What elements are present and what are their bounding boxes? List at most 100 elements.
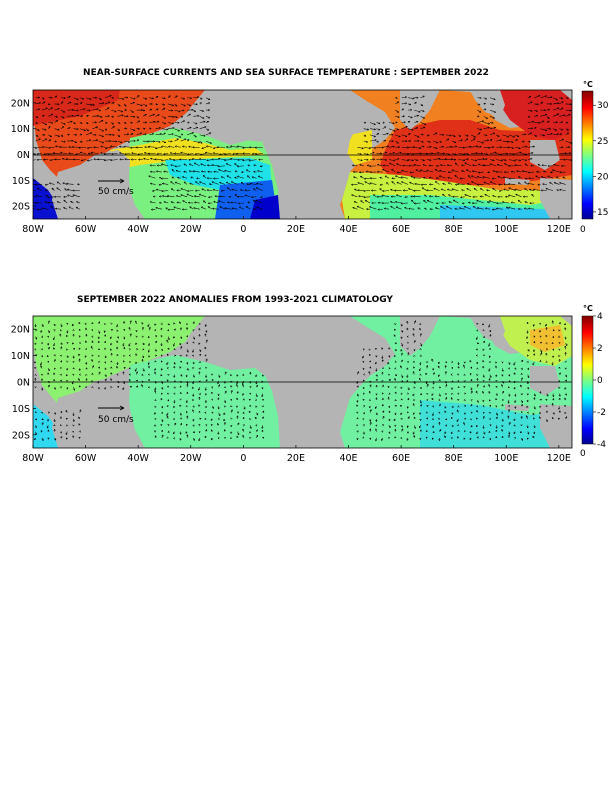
current-vector: [559, 114, 566, 117]
current-vector-head: [45, 138, 48, 141]
current-vector-head: [199, 353, 202, 356]
current-vector-head: [552, 412, 555, 415]
current-vector-head: [442, 182, 445, 185]
current-vector-head: [400, 352, 403, 355]
current-vector-head: [48, 182, 51, 185]
colorbar-ticks: 420-2-4: [593, 312, 606, 450]
current-vector: [483, 97, 487, 100]
current-vector-head: [412, 432, 415, 435]
current-vector-head: [128, 379, 131, 382]
current-vector: [382, 133, 389, 136]
current-vector-head: [250, 195, 254, 199]
current-vector-head: [128, 354, 131, 357]
current-vector-head: [419, 404, 422, 407]
current-vector-head: [401, 330, 404, 333]
current-vector: [98, 97, 102, 101]
current-vector-head: [407, 120, 411, 123]
current-vector: [407, 159, 414, 161]
current-vector-head: [44, 123, 48, 126]
current-vector: [161, 128, 169, 130]
current-vector-head: [388, 410, 391, 413]
current-vector-head: [193, 195, 196, 198]
current-vector-head: [103, 330, 106, 334]
current-vector-head: [406, 335, 409, 338]
current-vector-head: [366, 140, 369, 143]
current-vector-head: [484, 97, 488, 100]
current-vector-head: [72, 333, 75, 336]
current-vector-head: [217, 169, 221, 172]
current-vector-head: [482, 375, 485, 378]
current-vector-head: [428, 195, 432, 198]
current-vector-head: [524, 181, 527, 184]
current-vector: [435, 169, 440, 173]
current-vector: [552, 128, 557, 131]
current-vector-head: [149, 201, 152, 204]
current-vector-head: [126, 115, 129, 118]
current-vector-head: [564, 379, 568, 382]
current-vector-head: [166, 339, 169, 342]
current-vector: [35, 195, 42, 198]
current-vector-head: [54, 95, 58, 98]
current-vector-head: [358, 195, 361, 198]
current-vector: [40, 361, 43, 366]
current-vector-head: [382, 410, 385, 413]
current-vector-head: [90, 103, 93, 106]
current-vector-head: [60, 329, 63, 332]
current-vector-head: [128, 360, 132, 364]
current-vector: [388, 159, 396, 161]
current-vector: [79, 108, 86, 111]
current-vector-head: [66, 194, 70, 197]
current-vector: [470, 134, 476, 138]
current-vector-head: [85, 333, 88, 336]
current-vector: [249, 425, 252, 429]
current-vector-head: [513, 437, 517, 440]
current-vector: [489, 152, 497, 154]
current-vector-head: [486, 201, 490, 204]
current-vector-head: [428, 140, 431, 143]
current-vector-head: [351, 164, 355, 167]
current-vector: [453, 199, 459, 204]
current-vector-head: [97, 361, 101, 364]
x-tick-label: 60E: [392, 224, 410, 235]
current-vector-head: [480, 128, 483, 131]
current-vector: [100, 146, 106, 148]
current-vector-head: [185, 326, 189, 330]
current-vector-head: [457, 182, 460, 186]
current-vector-head: [445, 383, 448, 387]
sst-panel: NEAR-SURFACE CURRENTS AND SEA SURFACE TE…: [11, 68, 609, 235]
current-vector-head: [529, 132, 533, 135]
current-vector-head: [471, 164, 475, 167]
current-vector-head: [84, 347, 87, 351]
current-vector-head: [476, 377, 479, 381]
current-vector-head: [188, 170, 191, 173]
current-vector-head: [163, 170, 166, 173]
current-vector-head: [475, 337, 478, 341]
current-vector-head: [530, 109, 533, 112]
current-vector-head: [481, 141, 485, 144]
current-vector-head: [414, 101, 417, 104]
current-vector: [193, 96, 199, 99]
current-vector-head: [111, 152, 114, 155]
current-vector: [489, 109, 496, 113]
current-vector: [218, 412, 221, 416]
current-vector-head: [104, 356, 107, 359]
current-vector-head: [181, 208, 184, 211]
current-vector-head: [65, 157, 68, 161]
current-vector-head: [34, 146, 37, 150]
current-vector-head: [54, 438, 57, 441]
current-vector-head: [230, 389, 233, 393]
current-vector-head: [217, 432, 220, 435]
current-vector-head: [229, 157, 233, 161]
current-vector-head: [551, 341, 554, 344]
current-vector: [48, 122, 54, 124]
current-vector-head: [236, 415, 239, 418]
current-vector: [521, 146, 528, 148]
current-vector-head: [539, 416, 542, 419]
current-vector-head: [476, 175, 480, 179]
current-vector-head: [259, 165, 262, 168]
current-vector: [391, 168, 396, 173]
current-vector-head: [249, 392, 252, 395]
current-vector-head: [411, 159, 415, 162]
current-vector-head: [154, 158, 157, 161]
current-vector-head: [100, 115, 103, 118]
